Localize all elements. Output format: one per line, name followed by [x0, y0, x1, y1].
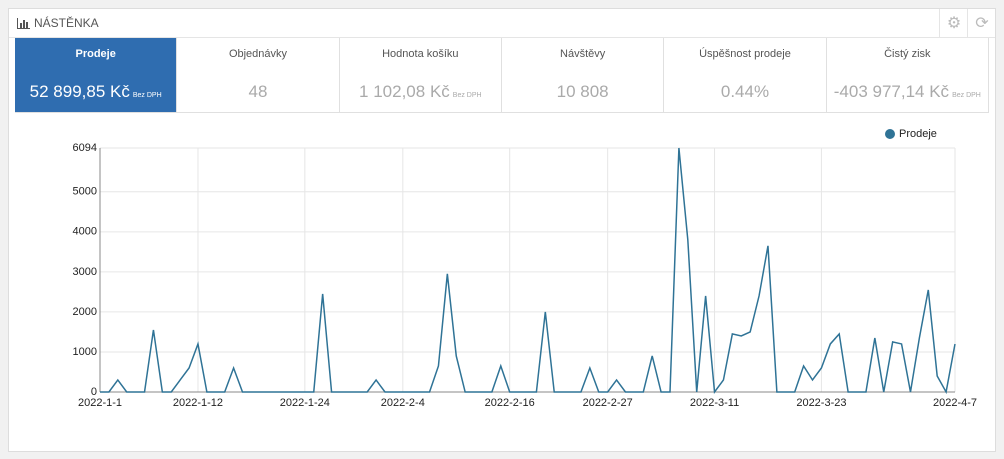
y-tick-label: 0: [91, 386, 97, 398]
kpi-value-text: 10 808: [556, 82, 609, 101]
x-tick-label: 2022-1-24: [280, 397, 330, 409]
kpi-value-text: 1 102,08 Kč: [359, 82, 450, 101]
kpi-value: 10 808: [502, 82, 663, 102]
panel-header: NÁSTĚNKA: [9, 9, 995, 38]
kpi-label: Prodeje: [75, 48, 116, 60]
kpi-value: 1 102,08 Kč Bez DPH: [340, 82, 501, 102]
x-tick-label: 2022-2-27: [583, 397, 633, 409]
kpi-value-text: 52 899,85 Kč: [29, 82, 130, 101]
y-tick-label: 5000: [73, 186, 97, 198]
x-tick-label: 2022-3-23: [796, 397, 846, 409]
x-tick-label: 2022-3-11: [690, 397, 739, 409]
kpi-note: Bez DPH: [132, 92, 162, 99]
kpi-tile[interactable]: Návštěvy 10 808: [501, 38, 665, 113]
series-line: [100, 147, 956, 395]
panel-title: NÁSTĚNKA: [34, 16, 99, 30]
y-tick-label: 2000: [73, 306, 97, 318]
kpi-note: Bez DPH: [452, 92, 482, 99]
kpi-value-text: 0.44%: [720, 82, 770, 101]
x-tick-label: 2022-2-4: [381, 397, 425, 409]
kpi-value-text: -403 977,14 Kč: [833, 82, 950, 101]
kpi-label: Hodnota košíku: [382, 48, 459, 60]
y-tick-label: 1000: [73, 346, 97, 358]
legend-label: Prodeje: [899, 128, 937, 140]
kpi-value: 52 899,85 Kč Bez DPH: [15, 82, 176, 102]
kpi-tile[interactable]: Čistý zisk -403 977,14 Kč Bez DPH: [826, 38, 989, 113]
chart-icon: [17, 17, 30, 29]
dashboard-panel: NÁSTĚNKA ⚙ ⟳ Prodeje 52 899,85 Kč Bez DPH O…: [8, 8, 996, 452]
kpi-tile[interactable]: Objednávky 48: [177, 38, 340, 113]
kpi-tile[interactable]: Prodeje 52 899,85 Kč Bez DPH: [15, 38, 178, 113]
kpi-tile[interactable]: Hodnota košíku 1 102,08 Kč Bez DPH: [339, 38, 502, 113]
y-tick-label: 4000: [73, 226, 97, 238]
y-tick-label: 3000: [73, 266, 97, 278]
x-tick-label: 2022-1-12: [173, 397, 223, 409]
x-tick-label: 2022-4-7: [933, 397, 977, 409]
kpi-note: Bez DPH: [952, 92, 981, 99]
kpi-label: Úspěšnost prodeje: [699, 48, 791, 60]
kpi-value: 48: [177, 82, 338, 102]
kpi-value-text: 48: [248, 82, 268, 101]
settings-button[interactable]: ⚙: [939, 9, 968, 37]
x-tick-label: 2022-2-16: [485, 397, 535, 409]
kpi-value: 0.44%: [664, 82, 825, 102]
kpi-label: Čistý zisk: [884, 48, 931, 60]
kpi-tiles: Prodeje 52 899,85 Kč Bez DPH Objednávky 48 Ho…: [15, 38, 989, 113]
kpi-label: Návštěvy: [560, 48, 606, 60]
kpi-label: Objednávky: [228, 48, 288, 60]
x-tick-label: 2022-1-1: [78, 397, 122, 409]
kpi-value: -403 977,14 Kč Bez DPH: [827, 82, 988, 102]
legend-marker: [885, 129, 895, 139]
y-tick-label: 6094: [73, 142, 97, 154]
refresh-button[interactable]: ⟳: [967, 9, 996, 37]
kpi-tile[interactable]: Úspěšnost prodeje 0.44%: [664, 38, 827, 113]
